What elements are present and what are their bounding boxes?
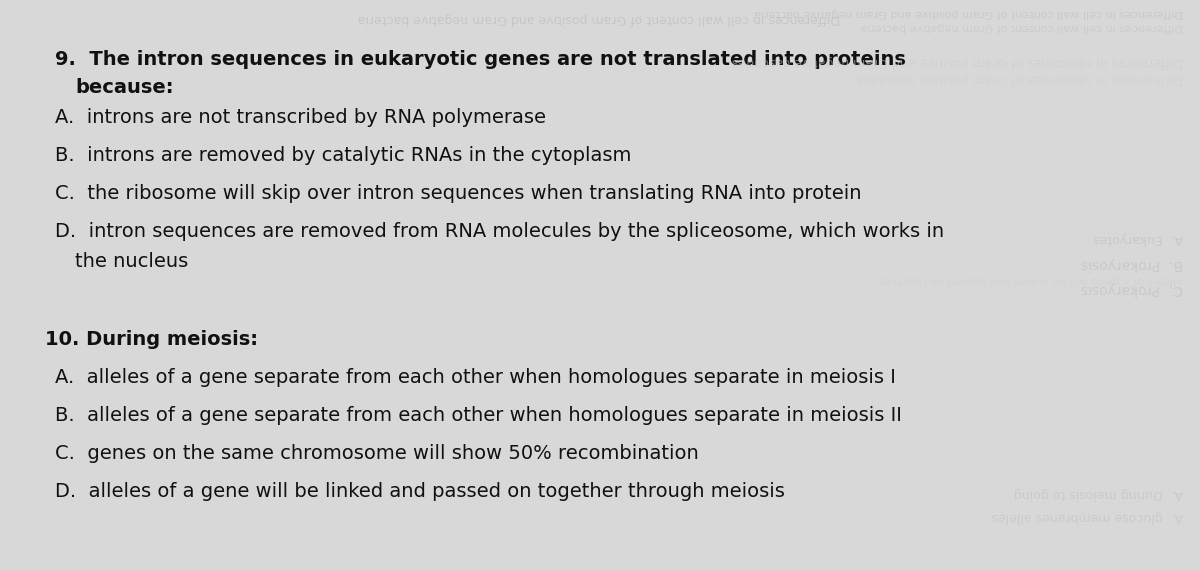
Text: 10. During meiosis:: 10. During meiosis:	[44, 330, 258, 349]
Text: B.  introns are removed by catalytic RNAs in the cytoplasm: B. introns are removed by catalytic RNAs…	[55, 146, 631, 165]
Text: Differences in cell wall content of Gram positive and Gram negative bacteria: Differences in cell wall content of Gram…	[358, 12, 840, 25]
Text: Differences in cell wall content of Gram negative bacteria: Differences in cell wall content of Gram…	[860, 22, 1183, 32]
Text: D.  alleles of a gene will be linked and passed on together through meiosis: D. alleles of a gene will be linked and …	[55, 482, 785, 501]
Text: A.  Eukaryotes: A. Eukaryotes	[1093, 232, 1183, 245]
Text: C.  Prokaryosis: C. Prokaryosis	[1081, 282, 1183, 296]
Text: C.  the ribosome will skip over intron sequences when translating RNA into prote: C. the ribosome will skip over intron se…	[55, 184, 862, 203]
Text: alleles of a gene will be linked and passed on together: alleles of a gene will be linked and pas…	[878, 275, 1183, 285]
Text: A.  glucose membranes alleles: A. glucose membranes alleles	[991, 510, 1183, 523]
Text: Differences in ribosomes of Gram positive and Gram negative cascades: Differences in ribosomes of Gram positiv…	[732, 55, 1183, 68]
Text: Differences in ribosomes of Gram positive cascades: Differences in ribosomes of Gram positiv…	[858, 72, 1183, 85]
Text: B.  Prokaryosis: B. Prokaryosis	[1081, 257, 1183, 271]
Text: A.  introns are not transcribed by RNA polymerase: A. introns are not transcribed by RNA po…	[55, 108, 546, 127]
Text: A.  During meiosis to going: A. During meiosis to going	[1014, 487, 1183, 500]
Text: 9.  The intron sequences in eukaryotic genes are not translated into proteins: 9. The intron sequences in eukaryotic ge…	[55, 50, 906, 69]
Text: C.  genes on the same chromosome will show 50% recombination: C. genes on the same chromosome will sho…	[55, 444, 698, 463]
Text: A.  alleles of a gene separate from each other when homologues separate in meios: A. alleles of a gene separate from each …	[55, 368, 895, 387]
Text: the nucleus: the nucleus	[74, 252, 188, 271]
Text: B.  alleles of a gene separate from each other when homologues separate in meios: B. alleles of a gene separate from each …	[55, 406, 901, 425]
Text: because:: because:	[74, 78, 173, 97]
Text: D.  intron sequences are removed from RNA molecules by the spliceosome, which wo: D. intron sequences are removed from RNA…	[55, 222, 944, 241]
Text: Differences in cell wall content of Gram positive and Gram negative bacteria: Differences in cell wall content of Gram…	[755, 8, 1183, 18]
